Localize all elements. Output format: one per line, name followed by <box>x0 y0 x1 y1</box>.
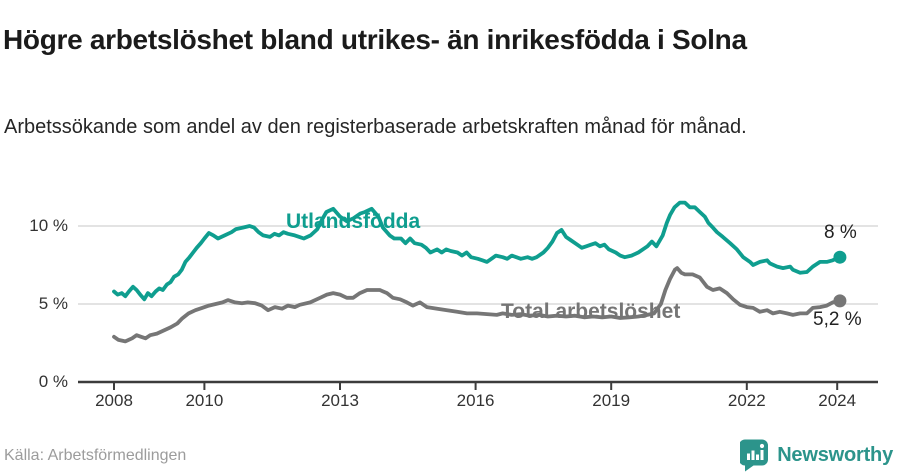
end-value-total: 5,2 % <box>813 309 862 330</box>
y-axis-label-5: 5 % <box>38 294 68 313</box>
series-label-total-arbetsloshet: Total arbetslöshet <box>501 300 681 323</box>
series-end-dot-utlandsf-dda <box>833 250 847 264</box>
page-subtitle: Arbetssökande som andel av den registerb… <box>4 116 747 138</box>
x-axis-label-2024: 2024 <box>818 391 857 410</box>
y-axis-label-0: 0 % <box>38 372 68 391</box>
series-end-dot-total-arbetsl-shet <box>833 294 847 308</box>
series-label-utlandsfodda: Utlandsfödda <box>286 210 421 233</box>
end-value-utlandsfodda: 8 % <box>824 222 857 243</box>
newsworthy-wordmark: Newsworthy <box>777 444 893 466</box>
x-axis-label-2010: 2010 <box>185 391 224 410</box>
newsworthy-brand-link[interactable]: Newsworthy <box>740 439 893 472</box>
source-note: Källa: Arbetsförmedlingen <box>4 447 187 464</box>
x-axis-label-2013: 2013 <box>321 391 359 410</box>
page-title: Högre arbetslöshet bland utrikes- än inr… <box>3 23 747 55</box>
series-line-utlandsf-dda <box>112 200 842 302</box>
x-axis-label-2022: 2022 <box>727 391 766 410</box>
x-axis-label-2008: 2008 <box>95 391 133 410</box>
x-axis-label-2019: 2019 <box>592 391 631 410</box>
y-axis-label-10: 10 % <box>29 216 68 235</box>
series-line-total-arbetsl-shet <box>112 266 842 344</box>
newsworthy-logo-icon <box>740 439 769 472</box>
x-axis-label-2016: 2016 <box>456 391 495 410</box>
